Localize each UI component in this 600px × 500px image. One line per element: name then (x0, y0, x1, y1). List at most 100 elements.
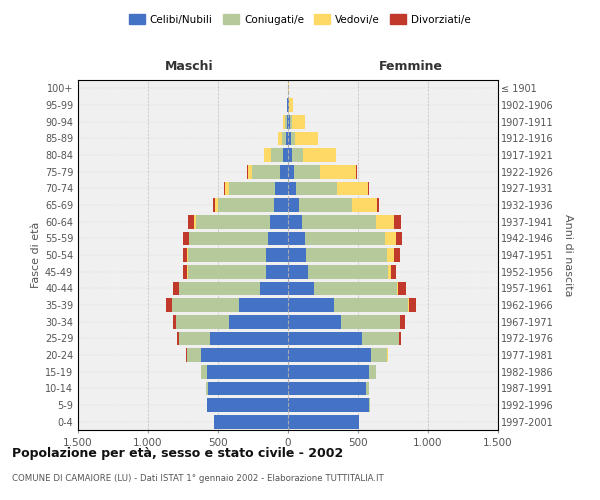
Bar (304, 148, 335, 162)
Bar (176, 315, 229, 328)
Bar (239, 298, 288, 312)
Bar (253, 165, 280, 178)
Bar (288, 298, 334, 312)
Bar (369, 365, 376, 378)
Bar (229, 315, 288, 328)
Bar (288, 115, 290, 128)
Bar (288, 182, 296, 195)
Bar (263, 148, 271, 162)
Bar (376, 215, 394, 228)
Bar (187, 348, 201, 362)
Bar (213, 198, 215, 212)
Bar (287, 115, 288, 128)
Bar (266, 248, 288, 262)
Bar (385, 232, 396, 245)
Bar (396, 232, 402, 245)
Bar (188, 215, 193, 228)
Bar (271, 148, 283, 162)
Bar (283, 115, 285, 128)
Bar (288, 98, 289, 112)
Bar (288, 148, 292, 162)
Bar (377, 198, 379, 212)
Bar (334, 298, 409, 312)
Bar (398, 282, 406, 295)
Bar (305, 232, 385, 245)
Bar (288, 232, 305, 245)
Bar (190, 232, 268, 245)
Bar (229, 182, 275, 195)
Bar (275, 182, 288, 195)
Bar (285, 115, 287, 128)
Bar (397, 282, 398, 295)
Bar (352, 198, 377, 212)
Bar (209, 332, 288, 345)
Bar (409, 298, 416, 312)
Bar (306, 248, 388, 262)
Bar (166, 298, 172, 312)
Bar (268, 232, 288, 245)
Bar (277, 132, 282, 145)
Bar (394, 215, 401, 228)
Bar (248, 165, 253, 178)
Bar (177, 332, 179, 345)
Bar (288, 215, 302, 228)
Bar (362, 332, 398, 345)
Bar (341, 315, 400, 328)
Bar (394, 248, 400, 262)
Bar (186, 348, 187, 362)
Bar (188, 248, 266, 262)
Text: COMUNE DI CAMAIORE (LU) - Dati ISTAT 1° gennaio 2002 - Elaborazione TUTTITALIA.I: COMUNE DI CAMAIORE (LU) - Dati ISTAT 1° … (12, 474, 384, 483)
Bar (274, 198, 288, 212)
Bar (288, 332, 362, 345)
Text: Maschi: Maschi (164, 60, 214, 72)
Bar (295, 132, 318, 145)
Bar (183, 232, 188, 245)
Bar (283, 148, 288, 162)
Bar (214, 415, 288, 428)
Bar (368, 182, 369, 195)
Bar (291, 132, 295, 145)
Bar (179, 282, 260, 295)
Bar (299, 198, 352, 212)
Y-axis label: Fasce di età: Fasce di età (31, 222, 41, 288)
Bar (290, 115, 292, 128)
Bar (215, 198, 218, 212)
Bar (188, 232, 190, 245)
Bar (196, 215, 270, 228)
Bar (367, 382, 368, 395)
Bar (288, 282, 314, 295)
Bar (218, 198, 274, 212)
Bar (288, 415, 359, 428)
Bar (288, 315, 341, 328)
Bar (288, 398, 369, 412)
Bar (201, 365, 207, 378)
Bar (400, 315, 404, 328)
Bar (399, 332, 401, 345)
Bar (183, 248, 187, 262)
Bar (302, 215, 376, 228)
Bar (288, 198, 299, 212)
Bar (207, 365, 288, 378)
Bar (173, 315, 176, 328)
Bar (207, 398, 288, 412)
Bar (173, 282, 179, 295)
Text: Popolazione per età, sesso e stato civile - 2002: Popolazione per età, sesso e stato civil… (12, 448, 343, 460)
Bar (391, 265, 396, 278)
Bar (288, 382, 367, 395)
Bar (179, 332, 209, 345)
Bar (388, 265, 391, 278)
Bar (201, 348, 288, 362)
Bar (292, 115, 305, 128)
Bar (388, 248, 394, 262)
Bar (187, 248, 188, 262)
Bar (183, 265, 187, 278)
Bar (308, 265, 388, 278)
Bar (172, 298, 239, 312)
Bar (288, 132, 291, 145)
Bar (286, 132, 288, 145)
Text: Femmine: Femmine (379, 60, 443, 72)
Bar (224, 182, 225, 195)
Bar (247, 165, 248, 178)
Bar (295, 165, 320, 178)
Bar (288, 165, 295, 178)
